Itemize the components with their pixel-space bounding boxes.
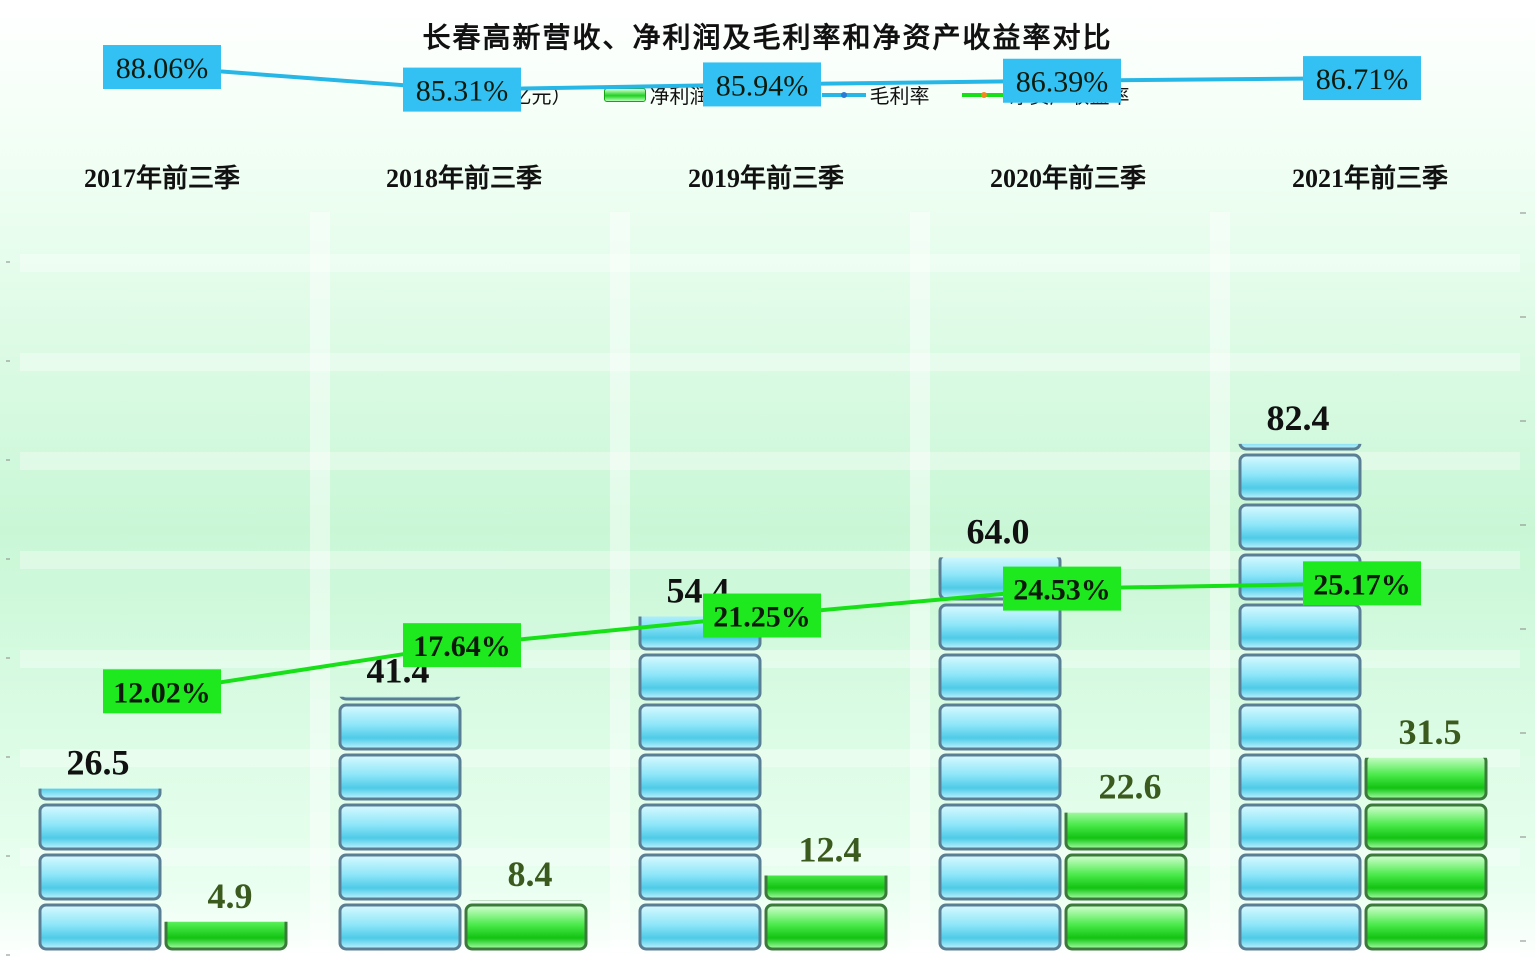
category-label-2021: 2021年前三季 xyxy=(1291,164,1448,193)
grid-row-band xyxy=(20,551,1520,569)
grid-column-divider xyxy=(610,212,630,952)
revenue-bar-1: 41.4 xyxy=(338,651,462,951)
roe-value-label-3: 24.53% xyxy=(1013,574,1111,607)
category-label-2019: 2019年前三季 xyxy=(687,164,844,193)
grid-column-divider xyxy=(1210,212,1230,952)
grid-column-divider xyxy=(310,212,330,952)
legend-label-gross-margin: 毛利率 xyxy=(869,84,930,108)
revenue-value-label-4: 82.4 xyxy=(1267,398,1330,438)
series-revenue-bars: 26.5 41.4 54.4 64.0 82.4 xyxy=(38,398,1362,951)
gross-margin-label-box-1 xyxy=(403,67,521,112)
net-profit-value-label-1: 8.4 xyxy=(508,854,553,894)
legend-item-gross-margin: 毛利率 xyxy=(821,80,930,109)
legend-swatch-roe xyxy=(961,91,1006,98)
gridlines xyxy=(6,212,1526,963)
net-profit-value-label-3: 22.6 xyxy=(1099,767,1162,807)
gross-margin-label-box-2 xyxy=(703,62,821,107)
grid-row-band xyxy=(20,452,1520,470)
gross-margin-value-label-4: 86.71% xyxy=(1316,63,1409,96)
grid-column-divider xyxy=(910,212,930,952)
gross-margin-value-label-1: 85.31% xyxy=(416,75,509,108)
net-profit-bar-3: 22.6 xyxy=(1064,767,1188,951)
grid-row-band xyxy=(20,947,1520,963)
roe-label-box-1 xyxy=(403,623,521,668)
grid-row-band xyxy=(20,353,1520,371)
net-profit-bar-1: 8.4 xyxy=(464,854,588,951)
chart-title: 长春高新营收、净利润及毛利率和净资产收益率对比 xyxy=(422,21,1113,54)
gross-margin-label-box-4 xyxy=(1303,56,1421,101)
revenue-bar-4: 82.4 xyxy=(1238,398,1362,951)
series-roe-line: 12.02% 17.64% 21.25% 24.53% 25.17% xyxy=(103,561,1421,714)
revenue-bar-3: 64.0 xyxy=(938,511,1062,951)
gross-margin-label-box-3 xyxy=(1003,58,1121,103)
roe-value-label-0: 12.02% xyxy=(113,676,211,709)
category-label-2020: 2020年前三季 xyxy=(989,164,1146,193)
revenue-value-label-3: 64.0 xyxy=(967,511,1030,551)
series-net-profit-bars: 4.9 8.4 12.4 22.6 31.5 xyxy=(164,712,1488,951)
series-gross-margin-line: 88.06% 85.31% 85.94% 86.39% 86.71% xyxy=(103,45,1421,112)
category-label-2018: 2018年前三季 xyxy=(385,164,542,193)
net-profit-value-label-0: 4.9 xyxy=(208,876,253,916)
gross-margin-label-box-0 xyxy=(103,45,221,90)
net-profit-value-label-4: 31.5 xyxy=(1399,712,1462,752)
revenue-value-label-0: 26.5 xyxy=(67,743,130,783)
net-profit-bar-0: 4.9 xyxy=(164,876,288,951)
gross-margin-value-label-3: 86.39% xyxy=(1016,66,1109,99)
roe-value-label-2: 21.25% xyxy=(713,601,811,634)
revenue-bar-0: 26.5 xyxy=(38,743,162,951)
legend-swatch-gross-margin xyxy=(821,91,866,98)
roe-value-label-4: 25.17% xyxy=(1313,568,1411,601)
roe-label-box-4 xyxy=(1303,561,1421,606)
roe-label-box-0 xyxy=(103,669,221,714)
grid-row-band xyxy=(20,254,1520,272)
roe-label-box-3 xyxy=(1003,566,1121,611)
gross-margin-value-label-0: 88.06% xyxy=(116,52,209,85)
net-profit-bar-2: 12.4 xyxy=(764,830,888,951)
gross-margin-value-label-2: 85.94% xyxy=(716,69,809,102)
revenue-bar-2: 54.4 xyxy=(638,571,762,951)
net-profit-value-label-2: 12.4 xyxy=(799,830,862,870)
net-profit-bar-4: 31.5 xyxy=(1364,712,1488,951)
category-label-2017: 2017年前三季 xyxy=(83,164,240,193)
roe-label-box-2 xyxy=(703,593,821,638)
roe-value-label-1: 17.64% xyxy=(413,630,511,663)
